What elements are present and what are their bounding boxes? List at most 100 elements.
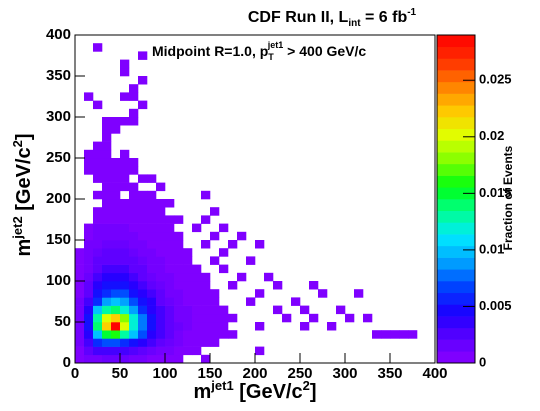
heatmap-cell: [93, 281, 103, 290]
chart-title: CDF Run II, Lint = 6 fb-1: [248, 7, 417, 29]
heatmap-cell: [156, 322, 166, 331]
colorbar-tick-label: 0.005: [479, 298, 512, 313]
heatmap-cell: [111, 240, 121, 249]
heatmap-cell: [147, 215, 157, 224]
heatmap-cell: [75, 248, 85, 257]
colorbar-band: [437, 199, 475, 212]
x-tick-label: 100: [152, 365, 177, 382]
heatmap-cell: [156, 338, 166, 347]
heatmap-cell: [111, 207, 121, 216]
heatmap-cell: [120, 59, 130, 69]
heatmap-cell: [111, 166, 121, 175]
colorbar-band: [437, 292, 475, 305]
heatmap-cell: [120, 354, 130, 364]
heatmap-cell: [174, 272, 184, 282]
annotation-part: Midpoint R=1.0, p: [152, 43, 268, 59]
heatmap-cell: [102, 141, 112, 151]
heatmap-cell: [138, 272, 148, 282]
heatmap-cell: [147, 322, 157, 331]
heatmap-cell: [120, 248, 130, 257]
colorbar-label: Fraction of Events: [501, 145, 515, 250]
x-tick-label: 200: [242, 365, 267, 382]
colorbar-band: [437, 210, 475, 223]
heatmap-cell: [111, 117, 121, 126]
heatmap-cell: [120, 289, 130, 298]
annotation-sup: jet1: [267, 40, 284, 50]
heatmap-cell: [273, 281, 283, 290]
heatmap-cell: [183, 281, 193, 290]
y-tick-label: 0: [63, 354, 71, 371]
heatmap-cell: [138, 248, 148, 257]
heatmap-cell: [111, 256, 121, 265]
heatmap-cell: [138, 231, 148, 241]
heatmap-cell: [120, 338, 130, 347]
heatmap-cell: [138, 346, 148, 356]
heatmap-cell: [183, 330, 193, 339]
heatmap-cell: [84, 92, 94, 101]
heatmap-cell: [84, 149, 94, 159]
heatmap-cell: [84, 281, 94, 290]
heatmap-cell: [120, 330, 130, 339]
heatmap-cell: [210, 305, 220, 315]
heatmap-cell: [156, 272, 166, 282]
x-label-part: ]: [310, 381, 317, 403]
heatmap-cell: [147, 240, 157, 249]
heatmap-cell: [147, 264, 157, 274]
heatmap-cell: [93, 158, 103, 167]
colorbar-band: [437, 70, 475, 83]
heatmap-cell: [156, 289, 166, 298]
x-tick-label: 300: [332, 365, 357, 382]
heatmap-cell: [192, 338, 202, 347]
heatmap-cell: [138, 354, 148, 364]
heatmap-cell: [192, 272, 202, 282]
heatmap-cell: [102, 207, 112, 216]
heatmap-cell: [84, 272, 94, 282]
heatmap-cell: [111, 322, 121, 331]
y-label-part: ]: [13, 133, 35, 140]
heatmap-cell: [111, 297, 121, 306]
heatmap-cell: [84, 330, 94, 339]
heatmap-cell: [129, 289, 139, 298]
heatmap-cell: [174, 330, 184, 339]
heatmap-cell: [102, 240, 112, 249]
heatmap-cell: [93, 272, 103, 282]
heatmap-cell: [147, 346, 157, 356]
heatmap-cell: [201, 272, 211, 282]
heatmap-cell: [93, 149, 103, 159]
heatmap-cell: [120, 264, 130, 274]
heatmap-cell: [408, 330, 418, 339]
heatmap-cell: [93, 354, 103, 364]
heatmap-cell: [174, 354, 184, 364]
heatmap-cell: [192, 305, 202, 315]
heatmap-cell: [174, 264, 184, 274]
heatmap-cell: [192, 223, 202, 233]
heatmap-cell: [156, 264, 166, 274]
heatmap-cell: [102, 305, 112, 315]
heatmap-cell: [183, 313, 193, 323]
heatmap-cell: [93, 174, 103, 183]
y-label-part: [GeV/c: [13, 147, 35, 216]
heatmap-cell: [210, 338, 220, 347]
heatmap-cell: [111, 199, 121, 208]
heatmap-cell: [102, 330, 112, 339]
heatmap-cell: [102, 133, 112, 142]
x-axis-label: mjet1 [GeV/c2]: [193, 378, 316, 403]
heatmap-cell: [93, 240, 103, 249]
title-sub: int: [348, 18, 361, 29]
x-label-part: m: [193, 381, 211, 403]
heatmap-cell: [138, 297, 148, 306]
colorbar-tick-label: 0: [479, 354, 486, 369]
heatmap-cell: [147, 207, 157, 216]
heatmap-cell: [93, 330, 103, 339]
heatmap-cell: [138, 313, 148, 323]
heatmap-cell: [111, 289, 121, 298]
heatmap-cell: [84, 248, 94, 257]
heatmap-cell: [120, 346, 130, 356]
heatmap-cell: [102, 117, 112, 126]
annotation-part: > 400 GeV/c: [283, 43, 366, 59]
heatmap-cell: [156, 215, 166, 224]
heatmap-cell: [129, 330, 139, 339]
colorbar-band: [437, 339, 475, 352]
heatmap-cell: [84, 297, 94, 306]
heatmap-cell: [111, 190, 121, 200]
